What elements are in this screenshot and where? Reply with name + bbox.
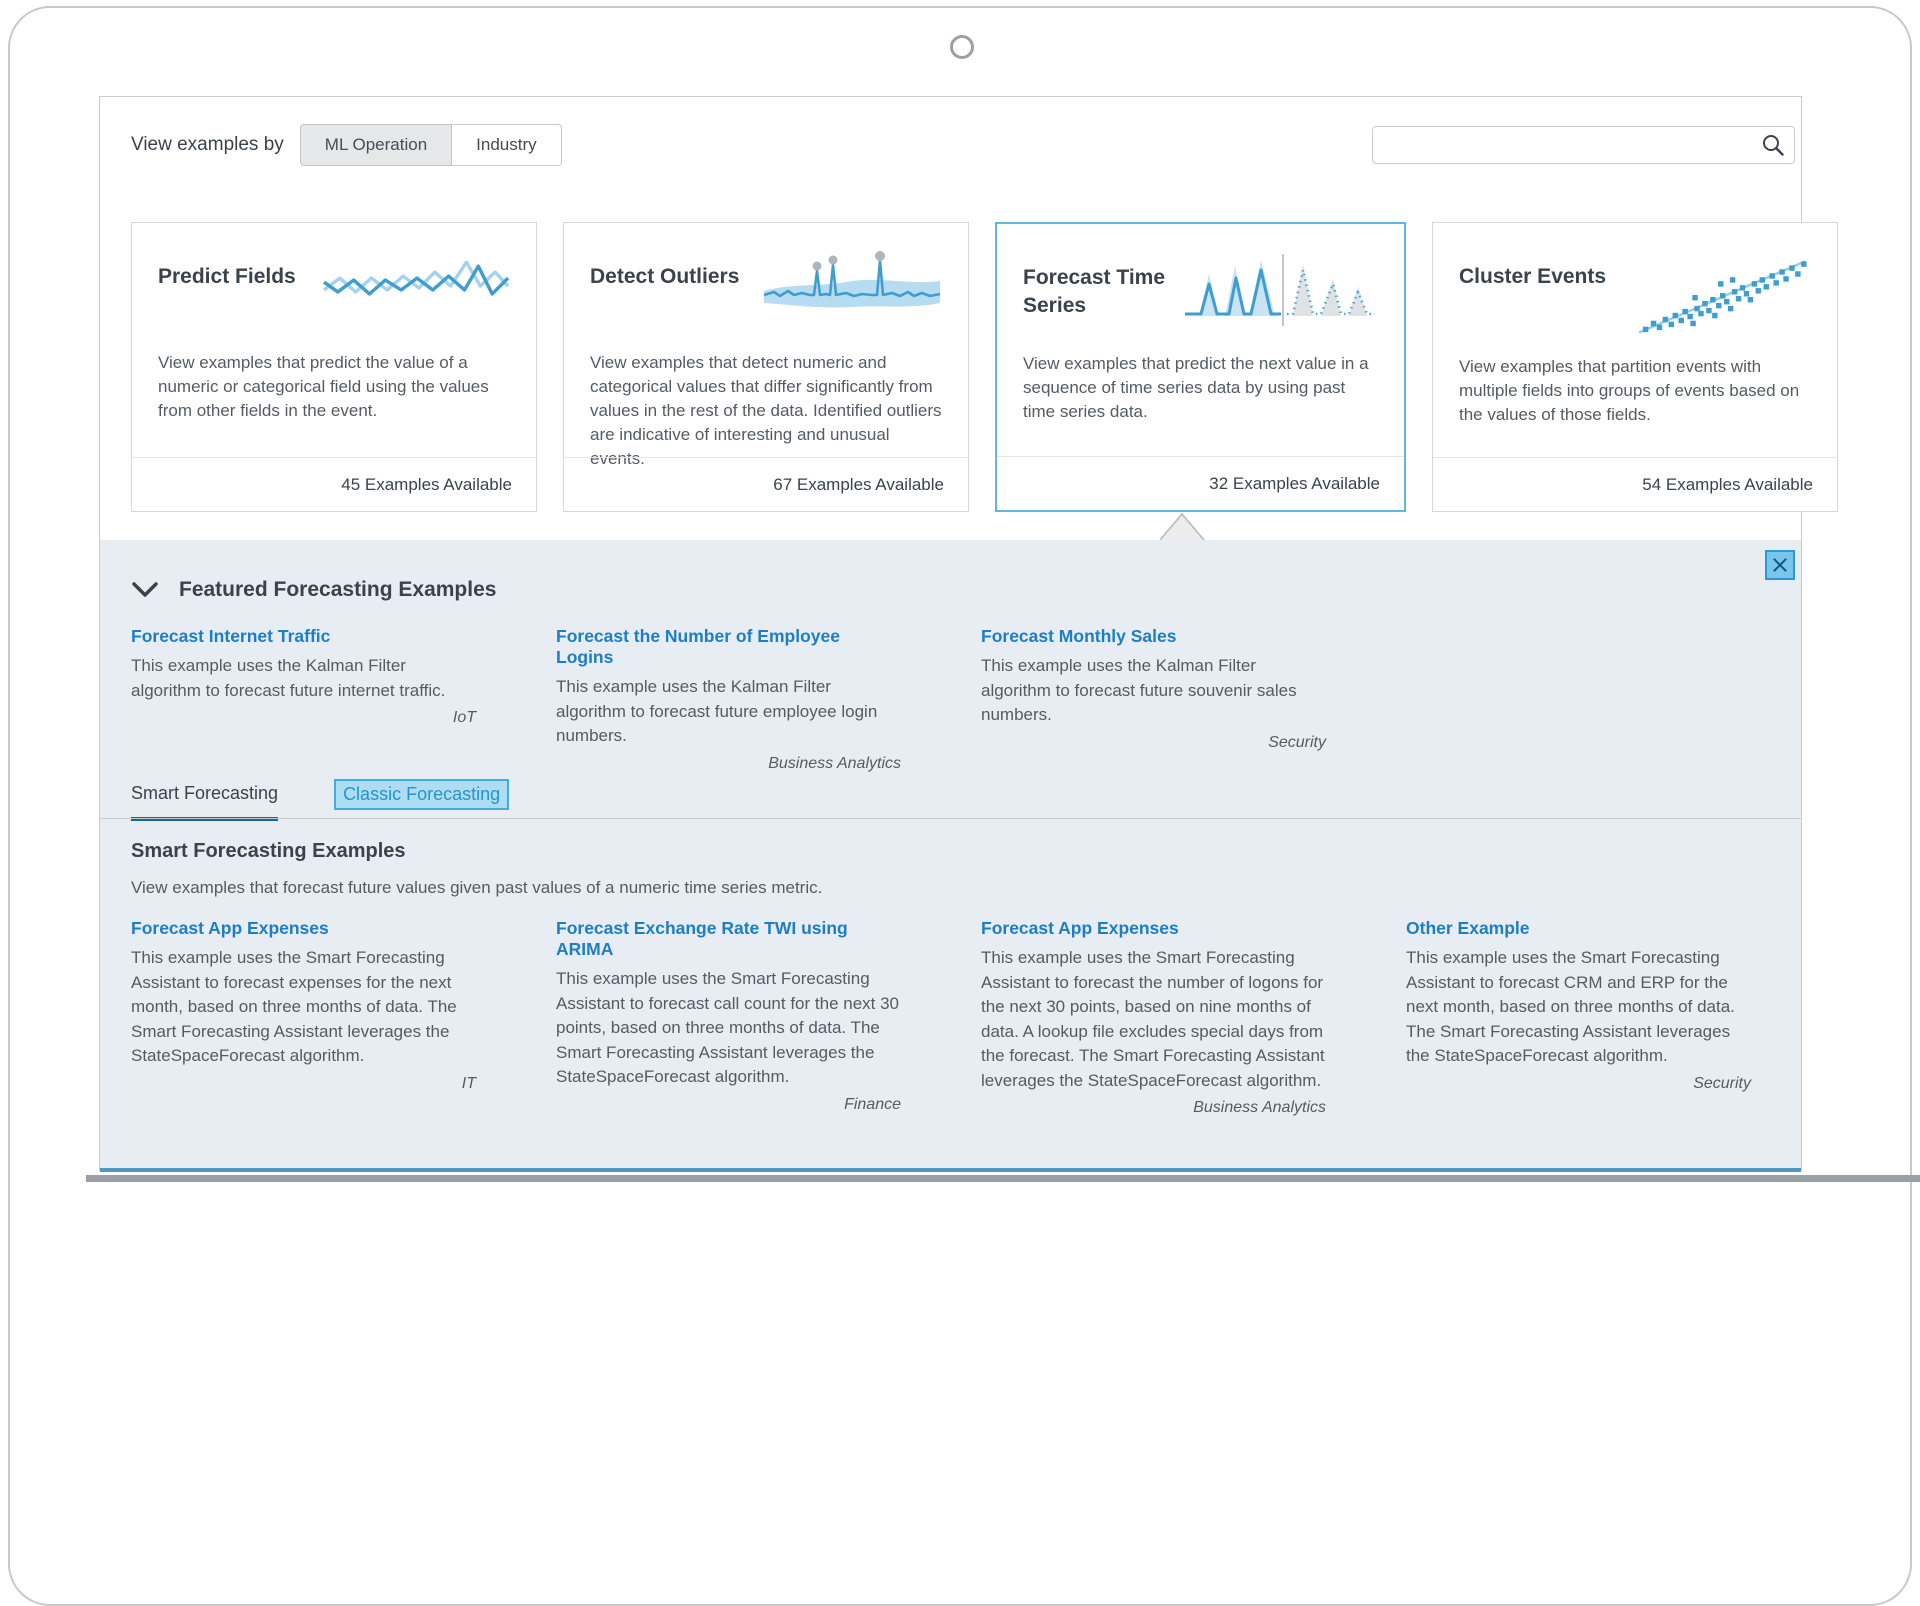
forecasting-tabs: Smart Forecasting Classic Forecasting [131, 779, 510, 821]
example-category: IT [461, 1074, 476, 1092]
toggle-ml-operation[interactable]: ML Operation [299, 124, 453, 166]
popover-caret [1159, 513, 1205, 540]
card-footer: 32 Examples Available [997, 456, 1404, 510]
featured-example: Forecast Internet Traffic This example u… [131, 626, 476, 773]
toggle-industry[interactable]: Industry [452, 124, 562, 166]
scatter-trend-chart-icon [1638, 260, 1807, 334]
example-description: This example uses the Smart Forecasting … [556, 969, 900, 1086]
card-cluster-events[interactable]: Cluster Events [1432, 222, 1838, 512]
example-link[interactable]: Forecast Internet Traffic [131, 626, 331, 646]
section-title: Smart Forecasting Examples [131, 840, 406, 862]
card-body: Cluster Events [1433, 223, 1837, 427]
example-link[interactable]: Forecast Monthly Sales [981, 626, 1177, 646]
tab-classic-forecasting[interactable]: Classic Forecasting [334, 779, 510, 810]
card-title: Cluster Events [1459, 265, 1607, 288]
forecast-line-chart-icon [1185, 254, 1375, 326]
screen-bottom-edge [86, 1175, 1920, 1182]
tabs-divider [100, 818, 1801, 819]
camera-dot-icon [950, 35, 974, 59]
example-description: This example uses the Smart Forecasting … [981, 948, 1325, 1090]
card-title: Predict Fields [158, 265, 296, 288]
card-footer: 67 Examples Available [564, 457, 968, 511]
card-footer: 54 Examples Available [1433, 457, 1837, 511]
example-link[interactable]: Forecast the Number of Employee Logins [556, 626, 840, 667]
view-by-label: View examples by [131, 134, 284, 155]
examples-available-count: 54 Examples Available [1642, 474, 1813, 494]
example-category: Business Analytics [768, 754, 901, 772]
card-detect-outliers[interactable]: Detect Outliers View examples that detec… [563, 222, 969, 512]
featured-forecasting-panel: Featured Forecasting Examples Forecast I… [100, 540, 1801, 1172]
example-description: This example uses the Smart Forecasting … [1406, 948, 1735, 1065]
zigzag-line-chart-icon [322, 260, 510, 296]
smart-examples-grid: Forecast App Expenses This example uses … [131, 918, 1751, 1117]
example-category: Security [1693, 1074, 1751, 1092]
showcase-panel: View examples by ML Operation Industry P… [99, 96, 1838, 1172]
example-description: This example uses the Kalman Filter algo… [131, 656, 446, 700]
example-description: This example uses the Smart Forecasting … [131, 948, 457, 1065]
tab-smart-forecasting[interactable]: Smart Forecasting [131, 783, 279, 821]
featured-example: Forecast the Number of Employee Logins T… [556, 626, 901, 773]
card-body: Forecast Time Series View examples that … [997, 224, 1404, 424]
card-title: Forecast Time Series [1023, 266, 1166, 317]
example-category: Business Analytics [1193, 1099, 1326, 1116]
card-forecast-time-series[interactable]: Forecast Time Series View examples that … [995, 222, 1406, 512]
view-by-header: View examples by ML Operation Industry [131, 124, 562, 166]
examples-available-count: 32 Examples Available [1209, 473, 1380, 493]
card-predict-fields[interactable]: Predict Fields View examples that predic… [131, 222, 537, 512]
search-input[interactable] [1372, 126, 1795, 164]
chevron-down-icon[interactable] [131, 581, 159, 599]
example-category: Finance [844, 1095, 901, 1113]
featured-title: Featured Forecasting Examples [179, 578, 497, 601]
example-description: This example uses the Kalman Filter algo… [981, 656, 1297, 724]
card-title: Detect Outliers [590, 265, 740, 288]
card-description: View examples that detect numeric and ca… [590, 353, 942, 468]
card-description: View examples that partition events with… [1459, 357, 1800, 424]
card-description: View examples that predict the next valu… [1023, 354, 1369, 421]
view-by-toggle-group: ML Operation Industry [299, 124, 562, 166]
card-description: View examples that predict the value of … [158, 353, 489, 420]
example-description: This example uses the Kalman Filter algo… [556, 677, 878, 745]
smart-example: Forecast App Expenses This example uses … [981, 918, 1326, 1117]
example-link[interactable]: Other Example [1406, 918, 1530, 938]
examples-available-count: 45 Examples Available [341, 474, 512, 494]
section-subtitle: View examples that forecast future value… [131, 878, 823, 897]
featured-examples-grid: Forecast Internet Traffic This example u… [131, 626, 1751, 773]
smart-example: Other Example This example uses the Smar… [1406, 918, 1751, 1117]
example-link[interactable]: Forecast App Expenses [981, 918, 1179, 938]
outlier-spike-chart-icon [763, 251, 941, 308]
featured-example-empty [1406, 626, 1751, 773]
smart-example: Forecast App Expenses This example uses … [131, 918, 476, 1117]
featured-example: Forecast Monthly Sales This example uses… [981, 626, 1326, 773]
close-icon [1773, 558, 1787, 572]
search-icon[interactable] [1761, 133, 1785, 157]
card-footer: 45 Examples Available [132, 457, 536, 511]
card-body: Predict Fields View examples that predic… [132, 223, 536, 423]
smart-example: Forecast Exchange Rate TWI using ARIMA T… [556, 918, 901, 1117]
example-category: Security [1268, 733, 1326, 751]
example-category: IoT [452, 709, 476, 726]
examples-available-count: 67 Examples Available [773, 474, 944, 494]
card-body: Detect Outliers View examples that detec… [564, 223, 968, 471]
ml-operation-cards: Predict Fields View examples that predic… [131, 222, 1838, 512]
featured-header: Featured Forecasting Examples [131, 578, 496, 602]
close-button[interactable] [1765, 550, 1795, 580]
search-box [1372, 126, 1795, 164]
example-link[interactable]: Forecast App Expenses [131, 918, 329, 938]
example-link[interactable]: Forecast Exchange Rate TWI using ARIMA [556, 918, 848, 959]
